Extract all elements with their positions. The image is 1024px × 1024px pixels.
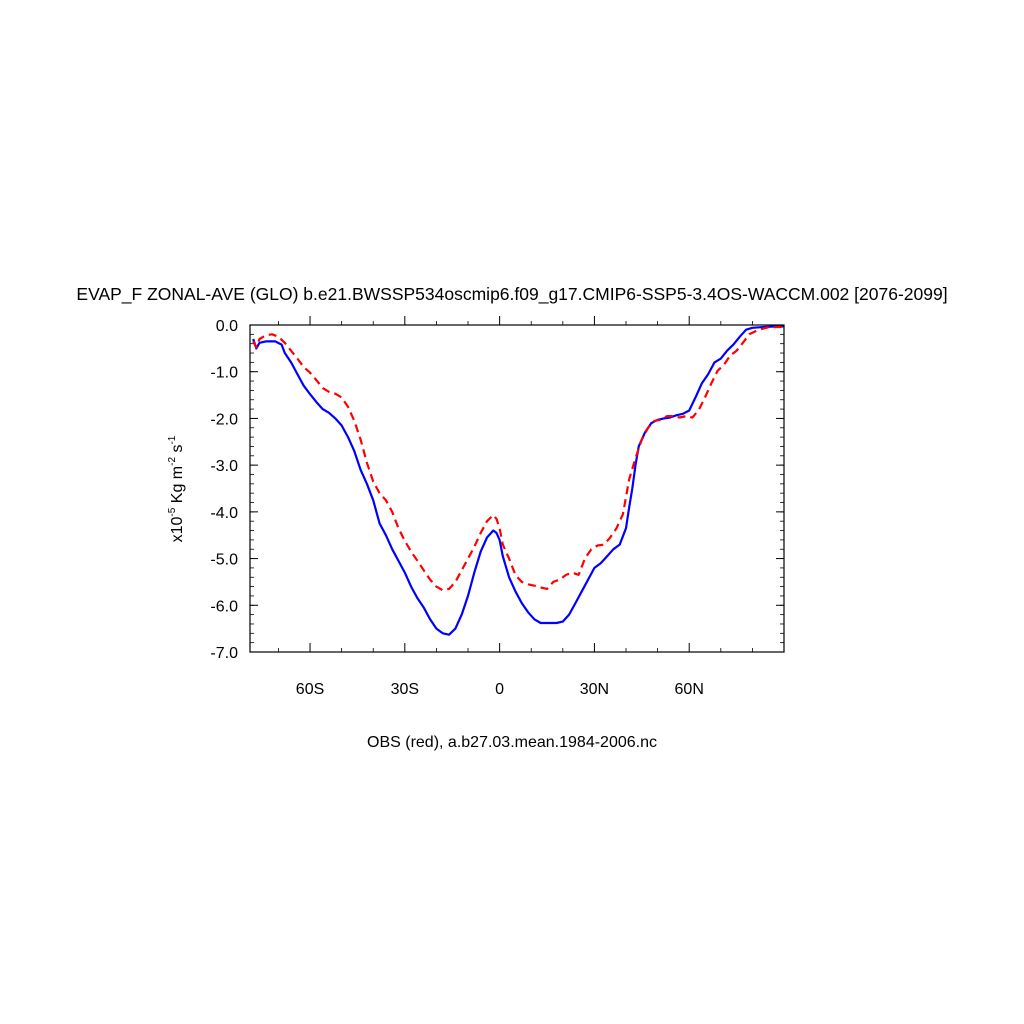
chart-title: EVAP_F ZONAL-AVE (GLO) b.e21.BWSSP534osc… — [76, 284, 947, 305]
footer-caption: OBS (red), a.b27.03.mean.1984-2006.nc — [367, 734, 657, 751]
y-label-exp3: -1 — [167, 435, 178, 444]
x-tick-label: 30S — [391, 681, 419, 698]
y-axis: 0.0 -1.0 -2.0 -3.0 -4.0 -5.0 -6.0 -7.0 — [210, 318, 784, 662]
x-tick-label: 30N — [580, 681, 609, 698]
y-tick-label: -3.0 — [210, 458, 238, 475]
y-label-unit1: Kg m — [169, 466, 186, 508]
y-tick-label: 0.0 — [216, 318, 238, 335]
x-tick-label: 0 — [495, 681, 504, 698]
y-label-exp2: -2 — [167, 457, 178, 466]
y-tick-label: -6.0 — [210, 598, 238, 615]
y-axis-label: x10-5 Kg m-2 s-1 — [167, 435, 186, 542]
plot-frame — [249, 324, 785, 653]
x-tick-label: 60N — [675, 681, 704, 698]
y-tick-label: -5.0 — [210, 552, 238, 569]
y-label-exp1: -5 — [167, 507, 178, 516]
y-label-unit2: s — [169, 445, 186, 457]
y-tick-label: -2.0 — [210, 411, 238, 428]
y-tick-label: -7.0 — [210, 645, 238, 662]
series-line-model — [252, 325, 784, 636]
y-label-prefix: x10 — [169, 516, 186, 542]
series-group — [252, 325, 785, 636]
series-line-obs — [252, 325, 785, 592]
x-axis: 60S 30S 0 30N 60N — [278, 316, 753, 698]
plot-area: 0.0 -1.0 -2.0 -3.0 -4.0 -5.0 -6.0 -7.0 60S 30S 0 3… — [210, 316, 785, 698]
x-tick-label: 60S — [296, 681, 324, 698]
y-tick-label: -1.0 — [210, 365, 238, 382]
y-tick-label: -4.0 — [210, 505, 238, 522]
